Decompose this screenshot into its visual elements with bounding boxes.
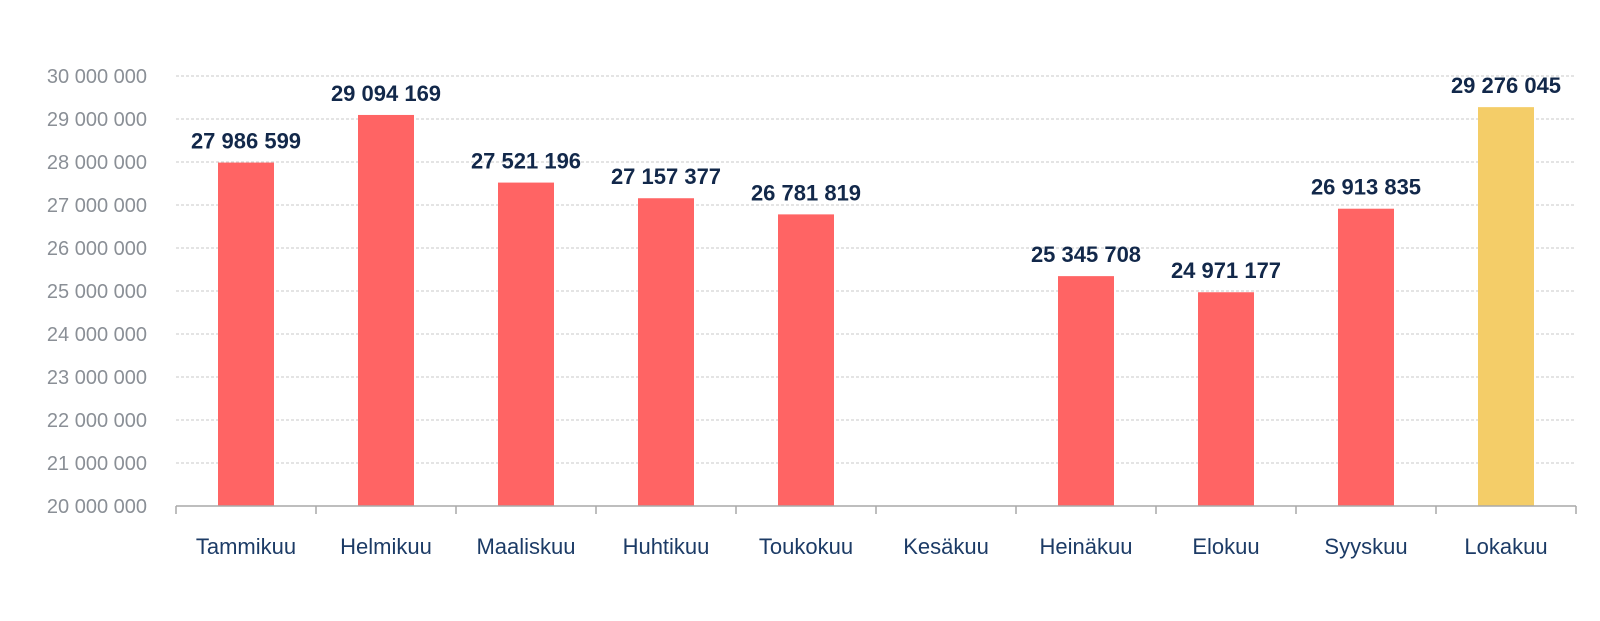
- x-tick-label: Tammikuu: [196, 534, 296, 559]
- bar-syyskuu: [1338, 208, 1394, 507]
- y-tick-label: 24 000 000: [47, 324, 147, 346]
- x-tick-label: Elokuu: [1192, 534, 1259, 559]
- data-label: 24 971 177: [1171, 258, 1281, 283]
- x-tick-label: Toukokuu: [759, 534, 853, 559]
- data-label: 27 986 599: [191, 129, 301, 154]
- y-tick-label: 25 000 000: [47, 281, 147, 303]
- bar-huhtikuu: [638, 198, 694, 506]
- bar-lokakuu: [1478, 107, 1534, 506]
- bars: [218, 107, 1534, 507]
- x-tick-label: Maaliskuu: [476, 534, 575, 559]
- x-tick-label: Huhtikuu: [623, 534, 710, 559]
- data-label: 27 157 377: [611, 164, 721, 189]
- data-labels: 27 986 599 29 094 169 27 521 196 27 157 377…: [191, 73, 1561, 283]
- data-label: 27 521 196: [471, 149, 581, 174]
- x-tick-label: Syyskuu: [1324, 534, 1407, 559]
- x-tick-label: Kesäkuu: [903, 534, 989, 559]
- x-tick-label: Lokakuu: [1464, 534, 1547, 559]
- x-tick-label: Helmikuu: [340, 534, 432, 559]
- bar-helmikuu: [358, 114, 414, 506]
- y-tick-label: 20 000 000: [47, 496, 147, 518]
- y-tick-label: 29 000 000: [47, 109, 147, 131]
- bar-maaliskuu: [498, 182, 554, 507]
- y-axis-tick-labels: 20 000 000 21 000 000 22 000 000 23 000 000…: [47, 66, 147, 518]
- bar-heinäkuu: [1058, 276, 1114, 506]
- x-axis-tick-labels: Tammikuu Helmikuu Maaliskuu Huhtikuu Toukoku…: [196, 534, 1548, 559]
- y-tick-label: 26 000 000: [47, 238, 147, 260]
- y-tick-label: 28 000 000: [47, 152, 147, 174]
- bar-toukokuu: [778, 214, 834, 507]
- x-tick-label: Heinäkuu: [1040, 534, 1133, 559]
- y-tick-label: 22 000 000: [47, 410, 147, 432]
- data-label: 29 276 045: [1451, 73, 1561, 98]
- y-tick-label: 21 000 000: [47, 453, 147, 475]
- y-tick-label: 27 000 000: [47, 195, 147, 217]
- y-tick-label: 30 000 000: [47, 66, 147, 88]
- bar-elokuu: [1198, 292, 1254, 506]
- data-label: 26 913 835: [1311, 175, 1421, 200]
- y-tick-label: 23 000 000: [47, 367, 147, 389]
- data-label: 29 094 169: [331, 81, 441, 106]
- data-label: 25 345 708: [1031, 242, 1141, 267]
- data-label: 26 781 819: [751, 180, 861, 205]
- x-axis: [175, 505, 1577, 514]
- bar-tammikuu: [218, 162, 274, 507]
